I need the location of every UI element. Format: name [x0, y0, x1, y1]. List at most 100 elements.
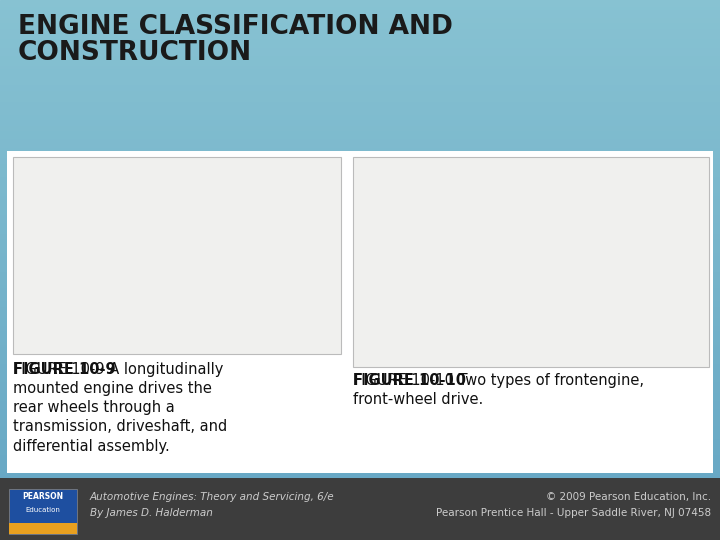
- Bar: [0, 340, 720, 343]
- Bar: [0, 454, 720, 456]
- Bar: [0, 151, 720, 154]
- Bar: [0, 491, 720, 494]
- Bar: [0, 46, 720, 49]
- Bar: [0, 8, 720, 11]
- Bar: [0, 19, 720, 22]
- FancyBboxPatch shape: [9, 523, 77, 534]
- Bar: [0, 86, 720, 89]
- Bar: [0, 435, 720, 437]
- Bar: [0, 462, 720, 464]
- Bar: [0, 518, 720, 521]
- Bar: [0, 526, 720, 529]
- Bar: [0, 429, 720, 432]
- Bar: [0, 94, 720, 97]
- Bar: [0, 348, 720, 351]
- Text: FIGURE 10-9 A longitudinally
mounted engine drives the
rear wheels through a
tra: FIGURE 10-9 A longitudinally mounted eng…: [13, 362, 228, 454]
- Bar: [0, 275, 720, 278]
- Bar: [0, 178, 720, 181]
- Bar: [0, 230, 720, 232]
- Bar: [0, 40, 720, 43]
- Bar: [0, 205, 720, 208]
- Bar: [0, 356, 720, 359]
- Bar: [0, 405, 720, 408]
- Bar: [0, 321, 720, 324]
- Bar: [0, 76, 720, 78]
- Bar: [0, 505, 720, 508]
- Text: FIGURE 10-9: FIGURE 10-9: [13, 362, 116, 377]
- Bar: [0, 416, 720, 418]
- Bar: [0, 351, 720, 354]
- Bar: [0, 402, 720, 405]
- Bar: [0, 437, 720, 440]
- Bar: [0, 486, 720, 489]
- Bar: [0, 273, 720, 275]
- Bar: [0, 267, 720, 270]
- Bar: [0, 497, 720, 500]
- Bar: [0, 265, 720, 267]
- Bar: [0, 500, 720, 502]
- Bar: [0, 219, 720, 221]
- Bar: [0, 184, 720, 186]
- Bar: [0, 256, 720, 259]
- Bar: [0, 181, 720, 184]
- Bar: [0, 443, 720, 445]
- Bar: [0, 192, 720, 194]
- Bar: [0, 292, 720, 294]
- Bar: [0, 400, 720, 402]
- Bar: [0, 240, 720, 243]
- Bar: [0, 186, 720, 189]
- Bar: [0, 130, 720, 132]
- Bar: [0, 159, 720, 162]
- Bar: [0, 246, 720, 248]
- Bar: [0, 324, 720, 327]
- Bar: [0, 389, 720, 392]
- Bar: [0, 338, 720, 340]
- Bar: [0, 235, 720, 238]
- Bar: [0, 78, 720, 81]
- Text: CONSTRUCTION: CONSTRUCTION: [18, 40, 252, 66]
- Bar: [0, 300, 720, 302]
- Bar: [0, 89, 720, 92]
- Bar: [0, 483, 720, 486]
- Bar: [0, 332, 720, 335]
- Bar: [0, 475, 720, 478]
- Bar: [0, 467, 720, 470]
- Bar: [0, 281, 720, 284]
- Bar: [0, 397, 720, 400]
- Text: ENGINE CLASSIFICATION AND: ENGINE CLASSIFICATION AND: [18, 14, 453, 39]
- FancyBboxPatch shape: [353, 157, 709, 367]
- Bar: [0, 502, 720, 505]
- Bar: [0, 27, 720, 30]
- Text: Automotive Engines: Theory and Servicing, 6/e: Automotive Engines: Theory and Servicing…: [90, 492, 335, 503]
- Bar: [0, 143, 720, 146]
- Bar: [0, 346, 720, 348]
- Bar: [0, 103, 720, 105]
- Bar: [0, 248, 720, 251]
- Bar: [0, 537, 720, 540]
- Bar: [0, 278, 720, 281]
- Bar: [0, 378, 720, 381]
- Bar: [0, 418, 720, 421]
- Text: PEARSON: PEARSON: [22, 492, 63, 501]
- Bar: [0, 227, 720, 229]
- Bar: [0, 481, 720, 483]
- Bar: [0, 68, 720, 70]
- Bar: [0, 375, 720, 378]
- Bar: [0, 308, 720, 310]
- Bar: [0, 16, 720, 19]
- Bar: [0, 259, 720, 262]
- Bar: [0, 35, 720, 38]
- Bar: [0, 70, 720, 73]
- Bar: [0, 127, 720, 130]
- Bar: [0, 216, 720, 219]
- Bar: [0, 383, 720, 386]
- Bar: [0, 305, 720, 308]
- Bar: [0, 294, 720, 297]
- Bar: [0, 197, 720, 200]
- Bar: [0, 370, 720, 373]
- Bar: [0, 162, 720, 165]
- Bar: [0, 286, 720, 289]
- Bar: [0, 310, 720, 313]
- Bar: [0, 165, 720, 167]
- Bar: [0, 386, 720, 389]
